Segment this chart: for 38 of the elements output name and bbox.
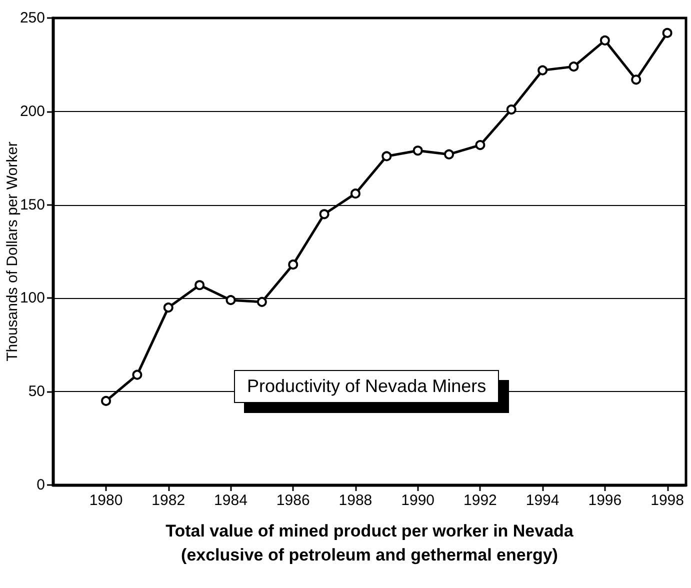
point (444, 149, 454, 160)
y-tick-label: 50 (28, 383, 45, 400)
point (538, 65, 548, 76)
point (568, 62, 579, 72)
point (475, 140, 486, 150)
point (288, 260, 298, 270)
x-tick-label: 1984 (214, 492, 248, 509)
annotation: Productivity of Nevada Miners (234, 370, 500, 403)
point (226, 295, 236, 306)
x-axis-title: Total value of mined product per worker in Nevada (exclusive of petroleum and gethermal energy) (166, 522, 574, 564)
point (600, 35, 610, 46)
y-tick-label: 0 (36, 476, 45, 494)
point (256, 296, 267, 307)
point (412, 146, 423, 156)
point (319, 209, 330, 220)
y-tick-label: 250 (20, 10, 45, 26)
point (382, 151, 392, 162)
x-tick-label: 1992 (464, 492, 497, 509)
y-tick-label: 200 (20, 102, 45, 120)
x-tick-label: 1988 (338, 492, 372, 509)
point (631, 74, 642, 85)
x-tick-label: 1986 (276, 492, 310, 509)
point (101, 396, 112, 406)
point (163, 302, 174, 313)
point (194, 280, 205, 290)
x-tick-label: 1980 (89, 492, 123, 509)
x-tick-label: 1990 (401, 492, 435, 509)
y-tick-label: 150 (20, 196, 45, 214)
point (132, 370, 142, 380)
x-tick-label: 1996 (588, 492, 622, 509)
point (350, 188, 360, 199)
point (506, 104, 516, 115)
point (662, 28, 672, 38)
x-tick-label: 1982 (152, 492, 186, 509)
x-tick-label: 1998 (650, 492, 684, 509)
x-tick-label: 1994 (526, 492, 560, 509)
y-axis-title: Thousands of Dollars per Worker (4, 142, 21, 362)
y-tick-label: 100 (20, 290, 45, 307)
